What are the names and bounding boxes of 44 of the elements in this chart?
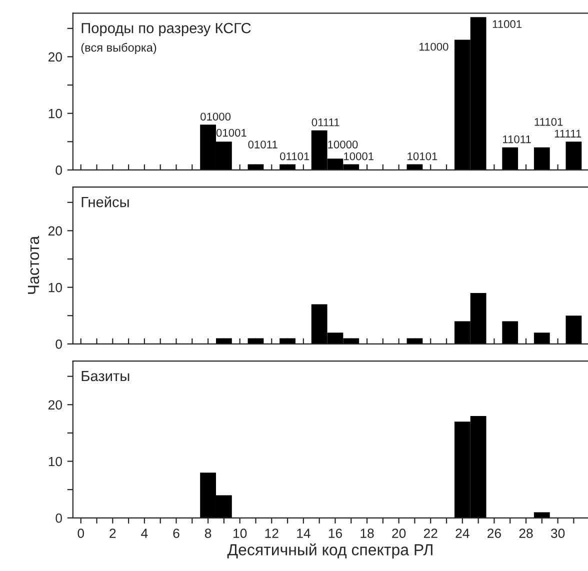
y-tick-label: 10 [48,282,62,292]
x-axis-title: Десятичный код спектра РЛ [227,543,432,559]
x-tick-label: 8 [204,528,212,538]
x-tick-label: 20 [392,528,406,538]
x-tick-label: 10 [234,528,247,538]
text: Гнейсы [82,196,129,208]
x-tick-label: 24 [456,528,470,538]
annotation: 01101 [280,152,310,160]
x-tick-label: 30 [550,528,565,538]
y-tick-label: 0 [56,513,62,523]
annotation: 11011 [503,135,531,144]
annotation: 01000 [200,112,231,121]
annotation: 11101 [534,118,563,126]
annotation: 11000 [419,42,448,51]
x-tick-label: 18 [360,528,374,538]
annotation: 11001 [492,20,522,28]
text: (вся выборка) [81,42,156,54]
annotation: 10000 [328,140,358,148]
y-tick-label: 0 [56,340,62,349]
annotation: 10101 [408,152,438,160]
x-tick-label: 4 [141,528,148,538]
annotation: 10001 [344,152,374,160]
y-tick-label: 20 [48,400,62,410]
y-axis-title: Частота [28,236,40,294]
x-tick-label: 14 [297,528,310,538]
text: Породы по разрезу КСГС [82,22,251,36]
annotation: 01001 [216,128,246,137]
y-tick-label: 10 [48,456,62,466]
x-tick-label: 2 [110,528,116,538]
x-tick-label: 28 [519,528,533,538]
x-tick-label: 26 [488,528,501,538]
text: Базиты [82,371,130,382]
x-tick-label: 6 [173,528,180,538]
annotation: 11111 [554,130,582,138]
x-tick-label: 16 [328,528,342,538]
x-tick-label: 22 [424,528,438,538]
annotation: 01111 [312,118,340,126]
y-tick-label: 0 [56,166,62,175]
y-tick-label: 20 [48,226,62,236]
x-tick-label: 12 [265,528,278,538]
annotation: 01011 [248,140,278,148]
y-tick-label: 10 [48,108,62,118]
x-tick-label: 0 [78,528,84,538]
y-tick-label: 20 [48,52,62,62]
